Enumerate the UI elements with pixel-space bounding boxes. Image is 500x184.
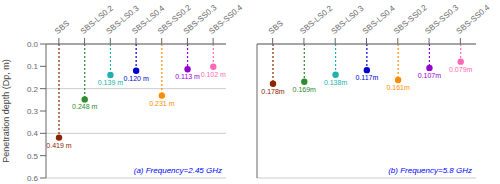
svg-text:0.079m: 0.079m	[449, 66, 473, 73]
svg-text:SBS-LS0.4: SBS-LS0.4	[361, 3, 398, 36]
svg-text:SBS-SS0.3: SBS-SS0.3	[181, 3, 219, 36]
svg-text:0.5: 0.5	[27, 152, 39, 161]
svg-text:0.117m: 0.117m	[355, 74, 378, 81]
svg-text:SBS-SS0.2: SBS-SS0.2	[392, 3, 429, 36]
html-text:(b) Frequency=5.8 GHz: (b) Frequency=5.8 GHz	[388, 166, 472, 175]
svg-text:SBS-LS0.4: SBS-LS0.4	[130, 3, 167, 36]
svg-text:SBS-SS0.4: SBS-SS0.4	[455, 3, 492, 36]
svg-text:0.138m: 0.138m	[324, 79, 348, 86]
svg-text:0.0: 0.0	[27, 40, 39, 49]
svg-text:SBS-SS0.2: SBS-SS0.2	[155, 3, 193, 36]
svg-text:0.231 m: 0.231 m	[149, 100, 174, 107]
svg-text:0.102 m: 0.102 m	[201, 71, 226, 78]
svg-text:0.113 m: 0.113 m	[175, 73, 200, 80]
svg-text:SBS-LS0.3: SBS-LS0.3	[104, 3, 141, 36]
svg-text:Penetration depth (Dp, m): Penetration depth (Dp, m)	[8, 59, 11, 163]
svg-text:SBS-SS0.3: SBS-SS0.3	[423, 3, 461, 36]
svg-text:SBS: SBS	[267, 19, 285, 36]
svg-text:0.120 m: 0.120 m	[123, 75, 148, 82]
svg-text:0.107m: 0.107m	[418, 72, 442, 79]
svg-text:0.178m: 0.178m	[261, 88, 285, 95]
svg-text:SBS-LS0.2: SBS-LS0.2	[298, 3, 335, 36]
svg-text:0.139 m: 0.139 m	[98, 79, 123, 86]
html-text:(a) Frequency=2.45 GHz: (a) Frequency=2.45 GHz	[133, 166, 222, 175]
svg-text:SBS: SBS	[53, 19, 71, 36]
svg-text:0.169m: 0.169m	[293, 86, 317, 93]
svg-text:SBS-LS0.3: SBS-LS0.3	[329, 3, 366, 36]
svg-text:0.2: 0.2	[27, 85, 39, 94]
svg-text:0.161m: 0.161m	[386, 84, 410, 91]
svg-text:SBS-LS0.2: SBS-LS0.2	[78, 3, 115, 36]
svg-text:0.1: 0.1	[27, 62, 39, 71]
svg-text:0.248 m: 0.248 m	[72, 103, 97, 110]
svg-text:0.3: 0.3	[27, 107, 39, 116]
svg-text:0.4: 0.4	[27, 129, 39, 138]
svg-text:0.419 m: 0.419 m	[46, 142, 71, 149]
svg-text:SBS-SS0.4: SBS-SS0.4	[207, 3, 244, 36]
svg-text:0.6: 0.6	[27, 174, 39, 183]
